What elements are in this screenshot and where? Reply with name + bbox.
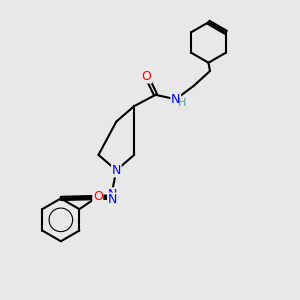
Text: N: N	[108, 188, 117, 201]
Text: H: H	[178, 98, 187, 108]
Text: N: N	[112, 164, 121, 177]
Text: O: O	[93, 190, 103, 203]
Text: N: N	[108, 193, 117, 206]
Text: N: N	[171, 93, 181, 106]
Text: O: O	[142, 70, 152, 83]
